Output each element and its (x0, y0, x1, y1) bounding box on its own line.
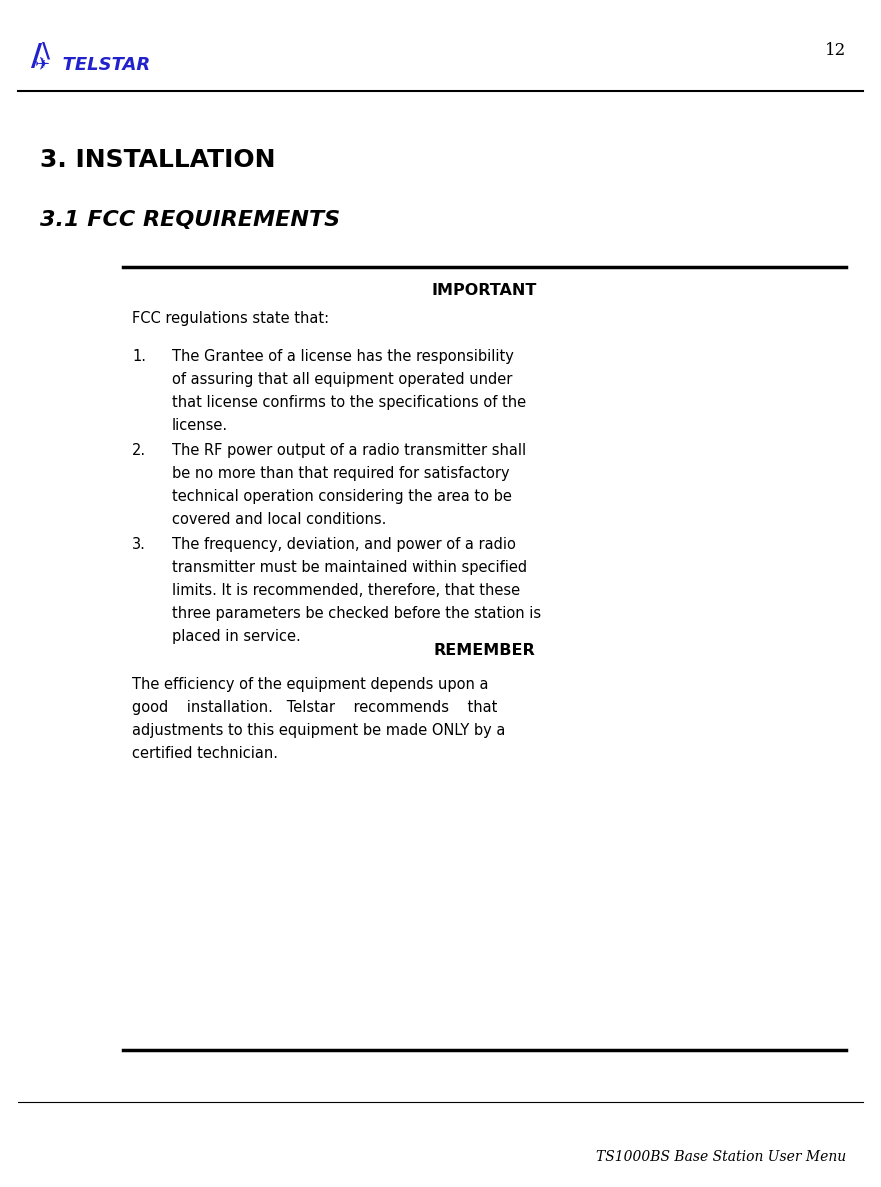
Text: 2.: 2. (132, 443, 146, 458)
Text: technical operation considering the area to be: technical operation considering the area… (172, 489, 512, 504)
Text: three parameters be checked before the station is: three parameters be checked before the s… (172, 605, 541, 621)
Text: limits. It is recommended, therefore, that these: limits. It is recommended, therefore, th… (172, 583, 520, 598)
Text: FCC regulations state that:: FCC regulations state that: (132, 311, 329, 325)
Text: good    installation.   Telstar    recommends    that: good installation. Telstar recommends th… (132, 700, 498, 715)
Text: The Grantee of a license has the responsibility: The Grantee of a license has the respons… (172, 349, 514, 364)
Text: IMPORTANT: IMPORTANT (432, 284, 537, 298)
Text: certified technician.: certified technician. (132, 747, 278, 761)
Text: REMEMBER: REMEMBER (433, 643, 536, 658)
Text: \: \ (42, 42, 50, 61)
Text: The RF power output of a radio transmitter shall: The RF power output of a radio transmitt… (172, 443, 526, 458)
Text: The efficiency of the equipment depends upon a: The efficiency of the equipment depends … (132, 677, 489, 692)
Text: 3. INSTALLATION: 3. INSTALLATION (40, 148, 275, 172)
Text: placed in service.: placed in service. (172, 629, 300, 645)
Text: transmitter must be maintained within specified: transmitter must be maintained within sp… (172, 560, 527, 575)
Text: 12: 12 (825, 42, 846, 58)
Text: be no more than that required for satisfactory: be no more than that required for satisf… (172, 465, 509, 481)
Text: TS1000BS Base Station User Menu: TS1000BS Base Station User Menu (596, 1150, 846, 1164)
Text: 3.: 3. (132, 537, 146, 552)
Text: adjustments to this equipment be made ONLY by a: adjustments to this equipment be made ON… (132, 723, 506, 738)
Text: ✈  TELSTAR: ✈ TELSTAR (35, 56, 151, 75)
Text: 3.1 FCC REQUIREMENTS: 3.1 FCC REQUIREMENTS (40, 210, 340, 229)
Text: license.: license. (172, 419, 228, 433)
Text: covered and local conditions.: covered and local conditions. (172, 513, 386, 527)
Text: /: / (31, 43, 42, 71)
Text: of assuring that all equipment operated under: of assuring that all equipment operated … (172, 373, 512, 387)
Text: The frequency, deviation, and power of a radio: The frequency, deviation, and power of a… (172, 537, 515, 552)
Text: 1.: 1. (132, 349, 146, 364)
Text: that license confirms to the specifications of the: that license confirms to the specificati… (172, 395, 526, 411)
